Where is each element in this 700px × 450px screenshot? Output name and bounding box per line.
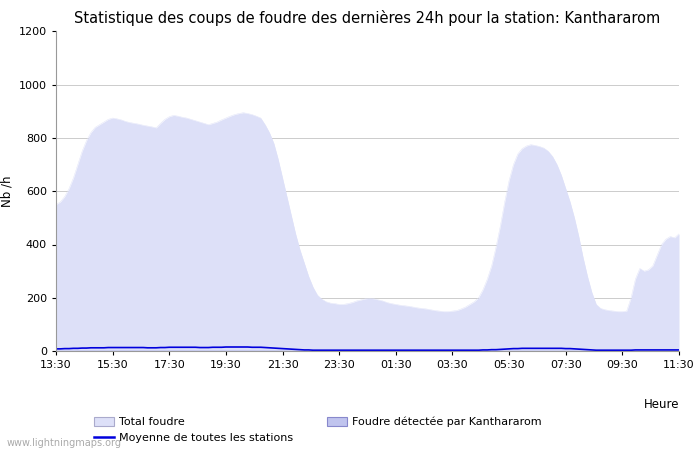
Moyenne de toutes les stations <box>570 346 579 351</box>
Moyenne de toutes les stations <box>52 346 60 351</box>
Text: www.lightningmaps.org: www.lightningmaps.org <box>7 438 122 448</box>
Moyenne de toutes les stations <box>144 345 152 351</box>
Moyenne de toutes les stations <box>675 347 683 353</box>
Title: Statistique des coups de foudre des dernières 24h pour la station: Kanthararom: Statistique des coups de foudre des dern… <box>74 10 661 26</box>
Moyenne de toutes les stations <box>95 345 104 351</box>
Moyenne de toutes les stations <box>561 346 570 351</box>
Legend: Total foudre, Moyenne de toutes les stations, Foudre détectée par Kanthararom: Total foudre, Moyenne de toutes les stat… <box>89 412 546 448</box>
Moyenne de toutes les stations <box>248 345 256 350</box>
Line: Moyenne de toutes les stations: Moyenne de toutes les stations <box>56 347 679 350</box>
Moyenne de toutes les stations <box>505 346 513 351</box>
Moyenne de toutes les stations <box>309 347 317 353</box>
Moyenne de toutes les stations <box>222 344 230 350</box>
Y-axis label: Nb /h: Nb /h <box>0 176 13 207</box>
Text: Heure: Heure <box>643 398 679 411</box>
